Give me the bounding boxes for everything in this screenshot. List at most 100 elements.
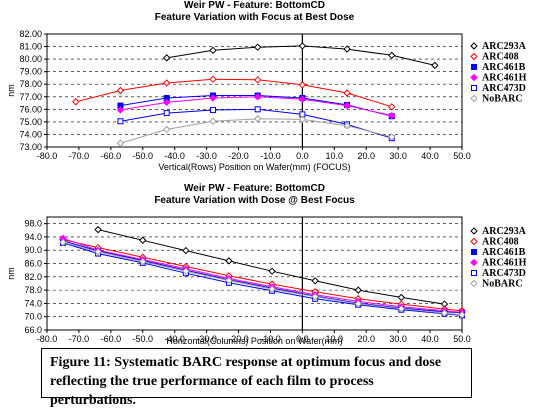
chart-subtitle: Feature Variation with Dose @ Best Focus xyxy=(154,195,355,206)
x-tick-label: -30.0 xyxy=(196,334,217,344)
plot-area xyxy=(46,216,463,331)
data-point xyxy=(94,248,102,256)
y-tick-label: 82.00 xyxy=(19,29,42,39)
data-point xyxy=(182,246,190,255)
data-point xyxy=(388,133,396,141)
y-tick-label: 79.00 xyxy=(19,67,42,77)
plot-area xyxy=(46,33,463,148)
y-tick-label: 73.00 xyxy=(19,142,42,152)
data-point xyxy=(225,276,233,285)
data-point xyxy=(253,76,262,84)
x-axis-label: Vertical(Rows) Position on Wafer(mm) (FO… xyxy=(158,162,350,172)
legend-marker xyxy=(470,258,478,267)
y-axis-label: nm xyxy=(6,267,16,280)
legend-marker xyxy=(471,249,477,255)
x-tick-label: 10.0 xyxy=(326,151,344,161)
data-point xyxy=(72,98,80,106)
data-point xyxy=(388,111,396,120)
legend-entry: NoBARC xyxy=(482,279,523,290)
data-point xyxy=(209,94,217,102)
data-point xyxy=(182,267,190,275)
series-NoBARC xyxy=(59,238,466,319)
x-tick-label: -80.0 xyxy=(37,151,58,161)
x-tick-label: -40.0 xyxy=(164,151,185,161)
legend-entry: ARC473D xyxy=(482,268,526,279)
data-point xyxy=(163,54,171,62)
data-point xyxy=(298,42,307,50)
x-tick-label: 10.0 xyxy=(326,334,344,344)
x-tick-label: -50.0 xyxy=(133,334,154,344)
data-point xyxy=(59,238,67,246)
legend-marker xyxy=(470,279,478,288)
series-ARC408 xyxy=(72,75,396,111)
data-point xyxy=(431,61,439,70)
data-point xyxy=(209,46,217,55)
series-NoBARC xyxy=(116,115,396,147)
data-point xyxy=(225,257,233,265)
data-point xyxy=(397,305,406,313)
data-point xyxy=(253,43,262,51)
data-point xyxy=(139,257,147,266)
figure-caption: Figure 11: Systematic BARC response at o… xyxy=(41,348,472,408)
legend-marker xyxy=(471,64,477,70)
data-point xyxy=(354,286,362,294)
y-tick-label: 98.0 xyxy=(24,219,42,229)
data-point xyxy=(116,106,125,114)
x-tick-label: 30.0 xyxy=(389,151,407,161)
series-line xyxy=(75,78,392,108)
data-point xyxy=(354,300,362,308)
x-tick-label: 40.0 xyxy=(421,334,439,344)
legend-entry: ARC461H xyxy=(482,258,527,269)
data-point xyxy=(397,293,406,302)
legend-entry: NoBARC xyxy=(482,94,523,105)
legend-marker xyxy=(471,270,477,276)
data-point xyxy=(458,311,466,319)
data-point xyxy=(163,79,171,87)
y-tick-label: 80.00 xyxy=(19,54,42,64)
data-point xyxy=(254,106,261,113)
x-tick-label: 50.0 xyxy=(453,151,471,161)
data-point xyxy=(209,117,217,125)
chart-title: Weir PW - Feature: BottomCD xyxy=(184,183,325,194)
x-tick-label: -10.0 xyxy=(260,334,281,344)
x-tick-label: -80.0 xyxy=(37,334,58,344)
y-tick-label: 82.0 xyxy=(24,272,42,282)
legend-entry: ARC461B xyxy=(482,247,526,258)
x-tick-label: 50.0 xyxy=(453,334,471,344)
legend-marker xyxy=(470,227,478,235)
legend-marker xyxy=(470,73,478,82)
legend-entry: ARC473D xyxy=(482,83,526,94)
x-tick-label: 30.0 xyxy=(389,334,407,344)
data-point xyxy=(388,103,396,111)
series-ARC293A xyxy=(163,42,439,70)
y-tick-label: 86.0 xyxy=(24,259,42,269)
y-tick-label: 74.00 xyxy=(19,129,42,139)
x-tick-label: -20.0 xyxy=(228,334,249,344)
x-tick-label: -20.0 xyxy=(228,151,249,161)
data-point xyxy=(117,118,124,125)
data-point xyxy=(343,121,351,130)
y-tick-label: 81.00 xyxy=(19,42,42,52)
legend-marker xyxy=(470,94,478,103)
data-point xyxy=(343,101,351,110)
y-tick-label: 78.0 xyxy=(24,285,42,295)
data-point xyxy=(343,89,351,97)
x-tick-label: 20.0 xyxy=(357,334,375,344)
data-point xyxy=(139,236,147,244)
legend-marker xyxy=(470,52,478,61)
chart-title: Weir PW - Feature: BottomCD xyxy=(184,0,325,11)
x-tick-label: -30.0 xyxy=(196,151,217,161)
x-tick-label: -60.0 xyxy=(101,334,122,344)
y-axis-label: nm xyxy=(6,84,16,97)
series-line xyxy=(120,108,392,139)
y-tick-label: 78.00 xyxy=(19,79,42,89)
y-tick-label: 74.0 xyxy=(24,298,42,308)
data-point xyxy=(253,115,262,123)
series-ARC293A xyxy=(94,225,449,308)
data-point xyxy=(210,106,216,113)
x-tick-label: 0.0 xyxy=(296,334,309,344)
y-tick-label: 66.0 xyxy=(24,325,42,335)
data-point xyxy=(116,86,125,95)
legend-entry: ARC408 xyxy=(482,237,519,248)
